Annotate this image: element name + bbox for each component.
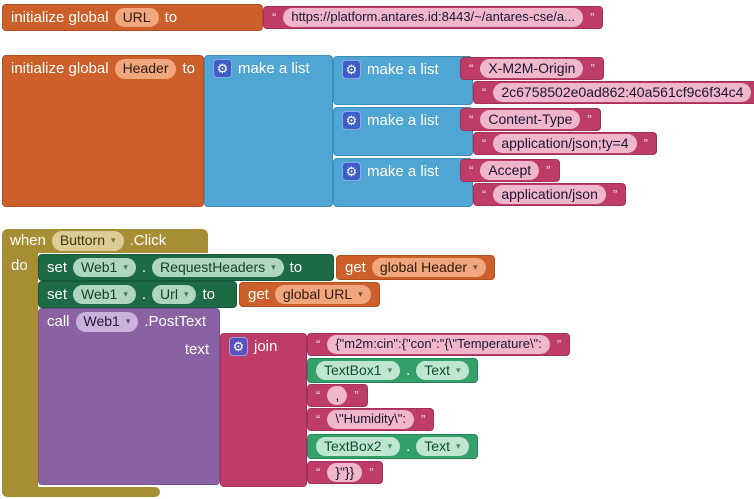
- dot-label: .: [141, 285, 147, 303]
- var-name-url-field[interactable]: URL: [114, 7, 159, 28]
- block-init-global-url[interactable]: initialize global URL to: [2, 4, 263, 31]
- block-join[interactable]: join: [220, 333, 307, 487]
- method-label: .PostText: [144, 313, 207, 330]
- dot-label: .: [406, 361, 411, 379]
- text-field[interactable]: 2c6758502e0ad862:40a561cf9c6f34c4: [493, 82, 752, 103]
- component-dropdown-web1[interactable]: Web1: [73, 257, 136, 278]
- join-label: join: [254, 338, 278, 355]
- block-make-a-list-1[interactable]: make a list: [333, 56, 473, 105]
- block-get-global-header[interactable]: get global Header: [336, 255, 495, 280]
- block-textbox1-text-getter[interactable]: TextBox1 . Text: [307, 358, 478, 383]
- make-a-list-label: make a list: [367, 112, 439, 129]
- mutator-gear-icon[interactable]: [213, 59, 232, 78]
- text-field[interactable]: application/json;ty=4: [493, 133, 637, 154]
- init-global-label: initialize global: [11, 8, 109, 26]
- block-text-comma[interactable]: ,: [307, 384, 368, 407]
- block-textbox2-text-getter[interactable]: TextBox2 . Text: [307, 434, 478, 459]
- block-get-global-url[interactable]: get global URL: [239, 282, 380, 307]
- to-label: to: [289, 258, 303, 276]
- block-init-global-header[interactable]: initialize global Header to: [2, 55, 204, 207]
- make-a-list-label: make a list: [367, 163, 439, 180]
- make-a-list-label: make a list: [367, 61, 439, 78]
- mutator-gear-icon[interactable]: [342, 60, 361, 79]
- set-label: set: [47, 285, 68, 303]
- block-text-json-close[interactable]: }"}}: [307, 461, 383, 484]
- block-make-a-list-2[interactable]: make a list: [333, 107, 473, 156]
- component-dropdown-textbox2[interactable]: TextBox2: [316, 436, 401, 457]
- text-field[interactable]: \"Humidity\":: [327, 410, 414, 429]
- do-label: do: [11, 257, 28, 274]
- mutator-gear-icon[interactable]: [342, 111, 361, 130]
- block-when-event[interactable]: when Buttorn .Click: [2, 229, 208, 253]
- get-label: get: [345, 258, 366, 276]
- to-label: to: [164, 8, 178, 26]
- block-set-requestheaders[interactable]: set Web1 . RequestHeaders to: [38, 254, 334, 281]
- event-label: .Click: [129, 232, 167, 250]
- text-field[interactable]: }"}}: [327, 462, 363, 483]
- text-field[interactable]: X-M2M-Origin: [480, 58, 584, 79]
- init-global-label: initialize global: [11, 60, 109, 77]
- to-label: to: [182, 60, 195, 77]
- get-label: get: [248, 285, 269, 303]
- mutator-gear-icon[interactable]: [342, 162, 361, 181]
- block-text-header-key-2[interactable]: Content-Type: [460, 108, 601, 131]
- block-text-header-value-1[interactable]: 2c6758502e0ad862:40a561cf9c6f34c4: [473, 81, 754, 104]
- var-dropdown-global-url[interactable]: global URL: [274, 284, 371, 305]
- property-dropdown-requestheaders[interactable]: RequestHeaders: [152, 257, 284, 278]
- set-label: set: [47, 258, 68, 276]
- property-dropdown-text[interactable]: Text: [416, 436, 469, 457]
- block-text-humidity-key[interactable]: \"Humidity\":: [307, 408, 435, 431]
- when-block-bottom-bar: [2, 487, 160, 497]
- component-dropdown-textbox1[interactable]: TextBox1: [316, 360, 401, 381]
- call-label: call: [47, 313, 70, 330]
- block-text-header-value-2[interactable]: application/json;ty=4: [473, 132, 657, 155]
- block-text-url-value[interactable]: https://platform.antares.id:8443/~/antar…: [263, 6, 604, 29]
- make-a-list-label: make a list: [238, 60, 310, 77]
- block-make-a-list-outer[interactable]: make a list: [204, 55, 333, 207]
- property-dropdown-url[interactable]: Url: [152, 284, 197, 305]
- component-dropdown-buttorn[interactable]: Buttorn: [51, 231, 124, 251]
- mutator-gear-icon[interactable]: [229, 337, 248, 356]
- component-dropdown-web1[interactable]: Web1: [75, 312, 139, 332]
- block-text-header-value-3[interactable]: application/json: [473, 183, 627, 206]
- text-param-label: text: [184, 341, 209, 358]
- var-name-header-field[interactable]: Header: [114, 59, 177, 79]
- text-field[interactable]: ,: [327, 385, 348, 406]
- block-call-posttext[interactable]: call Web1 .PostText text: [38, 308, 220, 485]
- text-field[interactable]: {"m2m:cin":{"con":"{\"Temperature\":: [327, 335, 550, 354]
- var-dropdown-global-header[interactable]: global Header: [371, 257, 486, 278]
- dot-label: .: [141, 258, 147, 276]
- block-make-a-list-3[interactable]: make a list: [333, 158, 473, 207]
- url-text-field[interactable]: https://platform.antares.id:8443/~/antar…: [283, 8, 583, 27]
- text-field[interactable]: Content-Type: [480, 109, 581, 130]
- property-dropdown-text[interactable]: Text: [416, 360, 469, 381]
- when-block-do-column[interactable]: do: [2, 251, 38, 497]
- to-label: to: [202, 285, 215, 303]
- block-text-header-key-1[interactable]: X-M2M-Origin: [460, 57, 604, 80]
- dot-label: .: [406, 437, 411, 455]
- block-text-header-key-3[interactable]: Accept: [460, 159, 560, 182]
- block-set-url[interactable]: set Web1 . Url to: [38, 281, 237, 308]
- text-field[interactable]: Accept: [480, 160, 540, 181]
- text-field[interactable]: application/json: [493, 184, 606, 205]
- block-text-json-open[interactable]: {"m2m:cin":{"con":"{\"Temperature\":: [307, 333, 571, 356]
- when-label: when: [10, 232, 46, 250]
- component-dropdown-web1[interactable]: Web1: [73, 284, 136, 305]
